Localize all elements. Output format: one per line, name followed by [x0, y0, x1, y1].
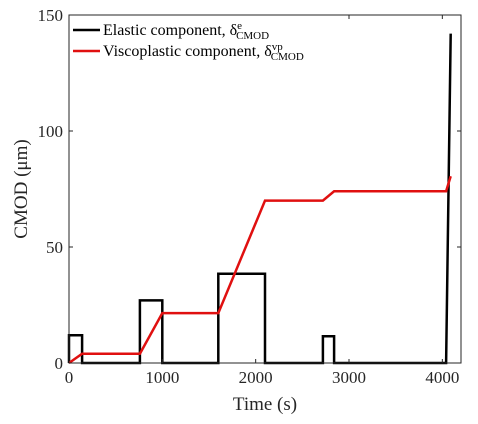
- legend-label-elastic: Elastic component, δe CMOD: [103, 20, 269, 42]
- x-axis-title: Time (s): [233, 394, 297, 415]
- plot-frame: [68, 14, 462, 364]
- y-axis-ticks: 0 50 100 150: [38, 6, 461, 373]
- y-tick-label: 100: [38, 122, 64, 141]
- y-axis-title: CMOD (μm): [11, 139, 32, 238]
- x-tick-label: 1000: [145, 368, 179, 387]
- y-tick-label: 50: [46, 238, 63, 257]
- x-axis-ticks: 0 1000 2000 3000 4000: [65, 15, 459, 387]
- series-line-elastic: [67, 33, 452, 365]
- x-tick-label: 4000: [425, 368, 459, 387]
- x-tick-label: 3000: [332, 368, 366, 387]
- y-tick-label: 0: [55, 354, 64, 373]
- x-tick-label: 2000: [239, 368, 273, 387]
- x-tick-label: 0: [65, 368, 74, 387]
- legend-box: [69, 15, 321, 65]
- y-tick-label: 150: [38, 6, 64, 25]
- series-layer: [67, 33, 452, 365]
- legend-label-viscoplastic: Viscoplastic component, δvp CMOD: [103, 41, 304, 63]
- series-line-viscoplastic: [68, 175, 452, 365]
